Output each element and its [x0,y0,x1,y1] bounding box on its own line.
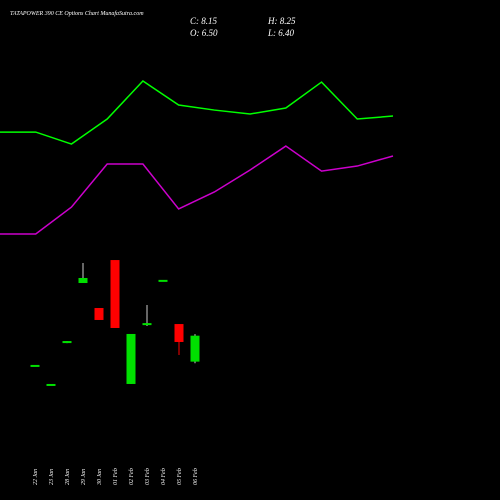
x-tick-label: 06 Feb [193,468,199,485]
candle-body [46,383,56,386]
x-tick-label: 04 Feb [160,468,167,485]
x-tick-label: 03 Feb [145,468,151,485]
candle-body [158,279,168,282]
candle-body [78,277,88,284]
x-tick-label: 02 Feb [129,468,135,485]
candle-body [110,260,120,328]
candle-body [30,364,40,367]
x-tick-label: 28 Jan [65,469,71,485]
x-tick-label: 05 Feb [177,468,183,485]
x-tick-label: 01 Feb [113,468,119,485]
indicator-line [0,79,394,145]
open-label: O: 6.50 [190,28,218,38]
x-tick-label: 22 Jan [33,469,39,485]
high-label: H: 8.25 [267,16,296,26]
candle-body [62,341,72,344]
indicator-line [0,145,394,235]
x-tick-label: 30 Jan [97,469,103,486]
candle-body [94,308,104,320]
x-tick-label: 23 Jan [49,469,55,485]
candle-body [190,335,200,362]
candle-body [126,333,136,384]
low-label: L: 6.40 [267,28,295,38]
candle-body [174,324,184,342]
close-label: C: 8.15 [190,16,218,26]
chart-title: TATAPOWER 390 CE Options Chart MunafaSut… [10,10,144,17]
candle-body [142,323,152,326]
x-tick-label: 29 Jan [81,469,87,485]
